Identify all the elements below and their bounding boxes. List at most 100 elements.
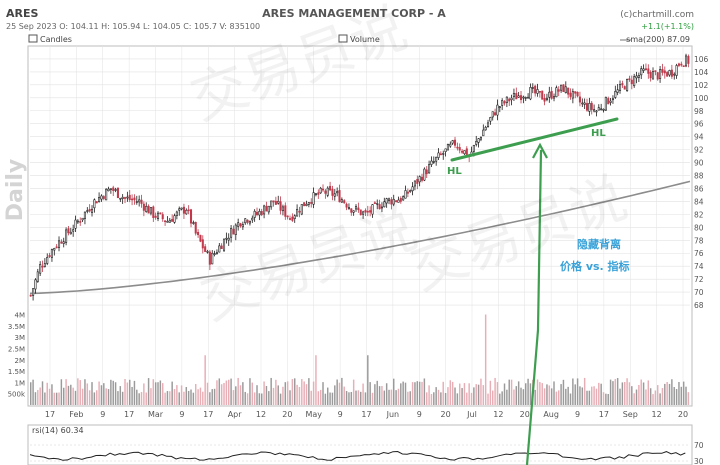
volume-bar <box>569 393 572 405</box>
volume-bar <box>199 387 202 405</box>
candle-body <box>46 257 49 264</box>
date-tick-label: 9 <box>179 410 184 419</box>
candle-body <box>475 140 478 145</box>
volume-bar <box>107 389 110 405</box>
candle-body <box>149 207 152 214</box>
candle-body <box>654 70 657 72</box>
volume-tick-label: 3M <box>15 334 26 342</box>
volume-bar <box>685 386 687 405</box>
candle-body <box>449 143 452 147</box>
candle-body <box>404 190 407 199</box>
volume-legend-label: Volume <box>350 35 380 44</box>
volume-bar <box>261 393 263 405</box>
volume-bar <box>360 391 362 405</box>
volume-bar <box>550 388 553 405</box>
rsi-frame <box>27 424 693 465</box>
volume-bar <box>411 382 414 405</box>
volume-bar <box>527 378 529 405</box>
candle-body <box>397 199 400 203</box>
volume-bar <box>390 389 393 405</box>
candle-body <box>597 107 600 111</box>
volume-bar <box>220 384 223 405</box>
volume-bar <box>421 381 423 405</box>
volume-bar <box>322 382 324 405</box>
candle-body <box>576 91 579 97</box>
candle-body <box>128 194 131 201</box>
candle-body <box>390 199 393 205</box>
candle-body <box>288 218 292 220</box>
candle-body <box>536 89 539 94</box>
volume-bar <box>388 389 390 405</box>
volume-bar <box>289 390 291 405</box>
candle-body <box>175 211 178 216</box>
candle-body <box>123 197 127 199</box>
volume-bar <box>506 389 508 405</box>
volume-bar <box>152 379 155 405</box>
volume-bar <box>435 387 437 405</box>
volume-bar <box>213 388 216 405</box>
volume-bar <box>645 389 647 405</box>
candle-body <box>185 209 188 215</box>
volume-bar <box>277 385 279 405</box>
volume-bar <box>183 391 185 405</box>
volume-bar <box>477 384 480 405</box>
rsi-tick-label: 70 <box>694 441 704 450</box>
candle-body <box>595 110 598 113</box>
candle-body <box>340 199 343 203</box>
candle-body <box>505 96 508 103</box>
volume-bar <box>303 381 305 405</box>
candle-body <box>489 117 492 122</box>
volume-bar <box>350 391 353 405</box>
volume-bar <box>237 377 239 405</box>
candle-body <box>428 164 431 174</box>
volume-bar <box>195 384 197 405</box>
candle-body <box>392 198 395 205</box>
candle-body <box>279 201 282 211</box>
candle-body <box>628 78 631 80</box>
volume-tick-label: 1.5M <box>8 368 25 376</box>
candle-body <box>232 228 235 235</box>
candle-body <box>206 251 209 253</box>
volume-bar <box>253 392 256 405</box>
sma-legend-label: sma(200) 87.09 <box>626 35 690 44</box>
volume-bar <box>348 392 350 405</box>
candle-body <box>281 206 284 212</box>
candle-body <box>376 203 379 205</box>
candle-body <box>486 122 490 127</box>
volume-bar <box>546 384 548 405</box>
volume-bar <box>607 393 609 405</box>
candle-body <box>637 75 640 78</box>
candle-body <box>307 202 310 205</box>
candle-body <box>435 156 438 162</box>
volume-bar <box>616 378 619 405</box>
candle-body <box>173 215 176 223</box>
candle-body <box>43 263 46 267</box>
volume-bar <box>178 392 180 405</box>
price-tick-label: 86 <box>694 184 704 193</box>
date-tick-label: 20 <box>282 410 292 419</box>
candle-body <box>255 211 259 216</box>
volume-bar <box>576 378 579 405</box>
volume-bar <box>249 378 251 405</box>
candle-body <box>317 192 320 195</box>
candle-body <box>515 93 518 100</box>
candle-body <box>567 87 570 95</box>
volume-bar <box>91 382 93 405</box>
volume-bar <box>202 391 204 405</box>
candle-body <box>378 204 381 210</box>
sma200-line <box>29 180 691 295</box>
volume-bar <box>282 386 284 405</box>
candle-body <box>319 187 322 194</box>
volume-bar <box>555 391 558 405</box>
candle-body <box>581 102 584 105</box>
candle-body <box>152 206 155 218</box>
volume-bar <box>176 385 178 405</box>
candle-body <box>93 199 96 209</box>
candle-body <box>399 198 402 202</box>
volume-bar <box>204 355 206 405</box>
volume-bar <box>34 392 37 405</box>
candle-body <box>614 91 617 98</box>
volume-bar <box>522 389 525 405</box>
candle-body <box>633 76 636 87</box>
candle-body <box>659 69 662 79</box>
